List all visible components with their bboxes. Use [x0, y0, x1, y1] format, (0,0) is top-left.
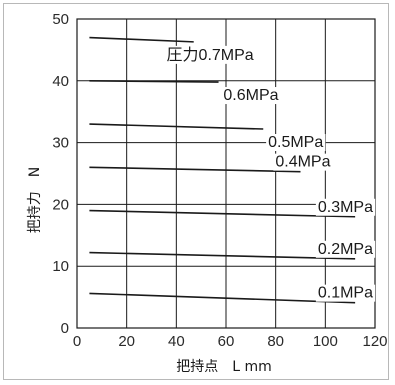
series-line [89, 251, 356, 260]
series-label: 圧力0.7MPa [167, 46, 254, 64]
series-label: 0.4MPa [275, 154, 330, 171]
y-axis-label: 把持力 N [27, 167, 43, 233]
y-tick-labels: 0 10 20 30 40 50 [52, 11, 69, 337]
x-axis-label: 把持点 L mm [176, 359, 272, 375]
series-line [89, 166, 301, 173]
grid [76, 18, 376, 329]
series-label: 0.3MPa [318, 199, 373, 216]
series-label-backdrop [315, 240, 376, 258]
series-label-backdrop [273, 153, 333, 171]
x-tick-label: 60 [218, 333, 235, 350]
series-line [89, 209, 356, 218]
x-tick-label: 80 [267, 333, 284, 350]
y-tick-label: 40 [52, 73, 69, 90]
series-label-backdrop [266, 134, 326, 152]
series-label: 0.1MPa [318, 285, 373, 302]
y-tick-label: 0 [61, 320, 69, 337]
y-tick-label: 10 [52, 258, 69, 275]
series-line [89, 292, 356, 304]
series-label-backdrop [315, 284, 376, 302]
y-tick-label: 30 [52, 135, 69, 152]
series-line [89, 80, 219, 83]
y-tick-label: 20 [52, 196, 69, 213]
chart-frame [3, 3, 389, 380]
series-lines [89, 36, 356, 304]
x-tick-label: 100 [313, 333, 338, 350]
x-tick-label: 120 [362, 333, 387, 350]
series-line [89, 36, 194, 43]
x-tick-labels: 0 20 40 60 80 100 120 [73, 333, 388, 350]
x-tick-label: 0 [73, 333, 81, 350]
series-label: 0.5MPa [268, 134, 323, 151]
plot-border [76, 18, 376, 329]
series-line [89, 123, 264, 130]
series-label: 0.2MPa [318, 241, 373, 258]
y-tick-label: 50 [52, 11, 69, 28]
series-label-backdrop [221, 87, 281, 105]
series-label: 0.6MPa [223, 87, 278, 104]
series-label-backdrop [315, 198, 376, 216]
series-label-backdrop [164, 45, 256, 64]
x-tick-label: 40 [168, 333, 185, 350]
series-labels: 圧力0.7MPa 0.6MPa 0.5MPa 0.4MPa 0.3MPa 0.2MPa 0.… [164, 45, 376, 302]
x-tick-label: 20 [118, 333, 135, 350]
